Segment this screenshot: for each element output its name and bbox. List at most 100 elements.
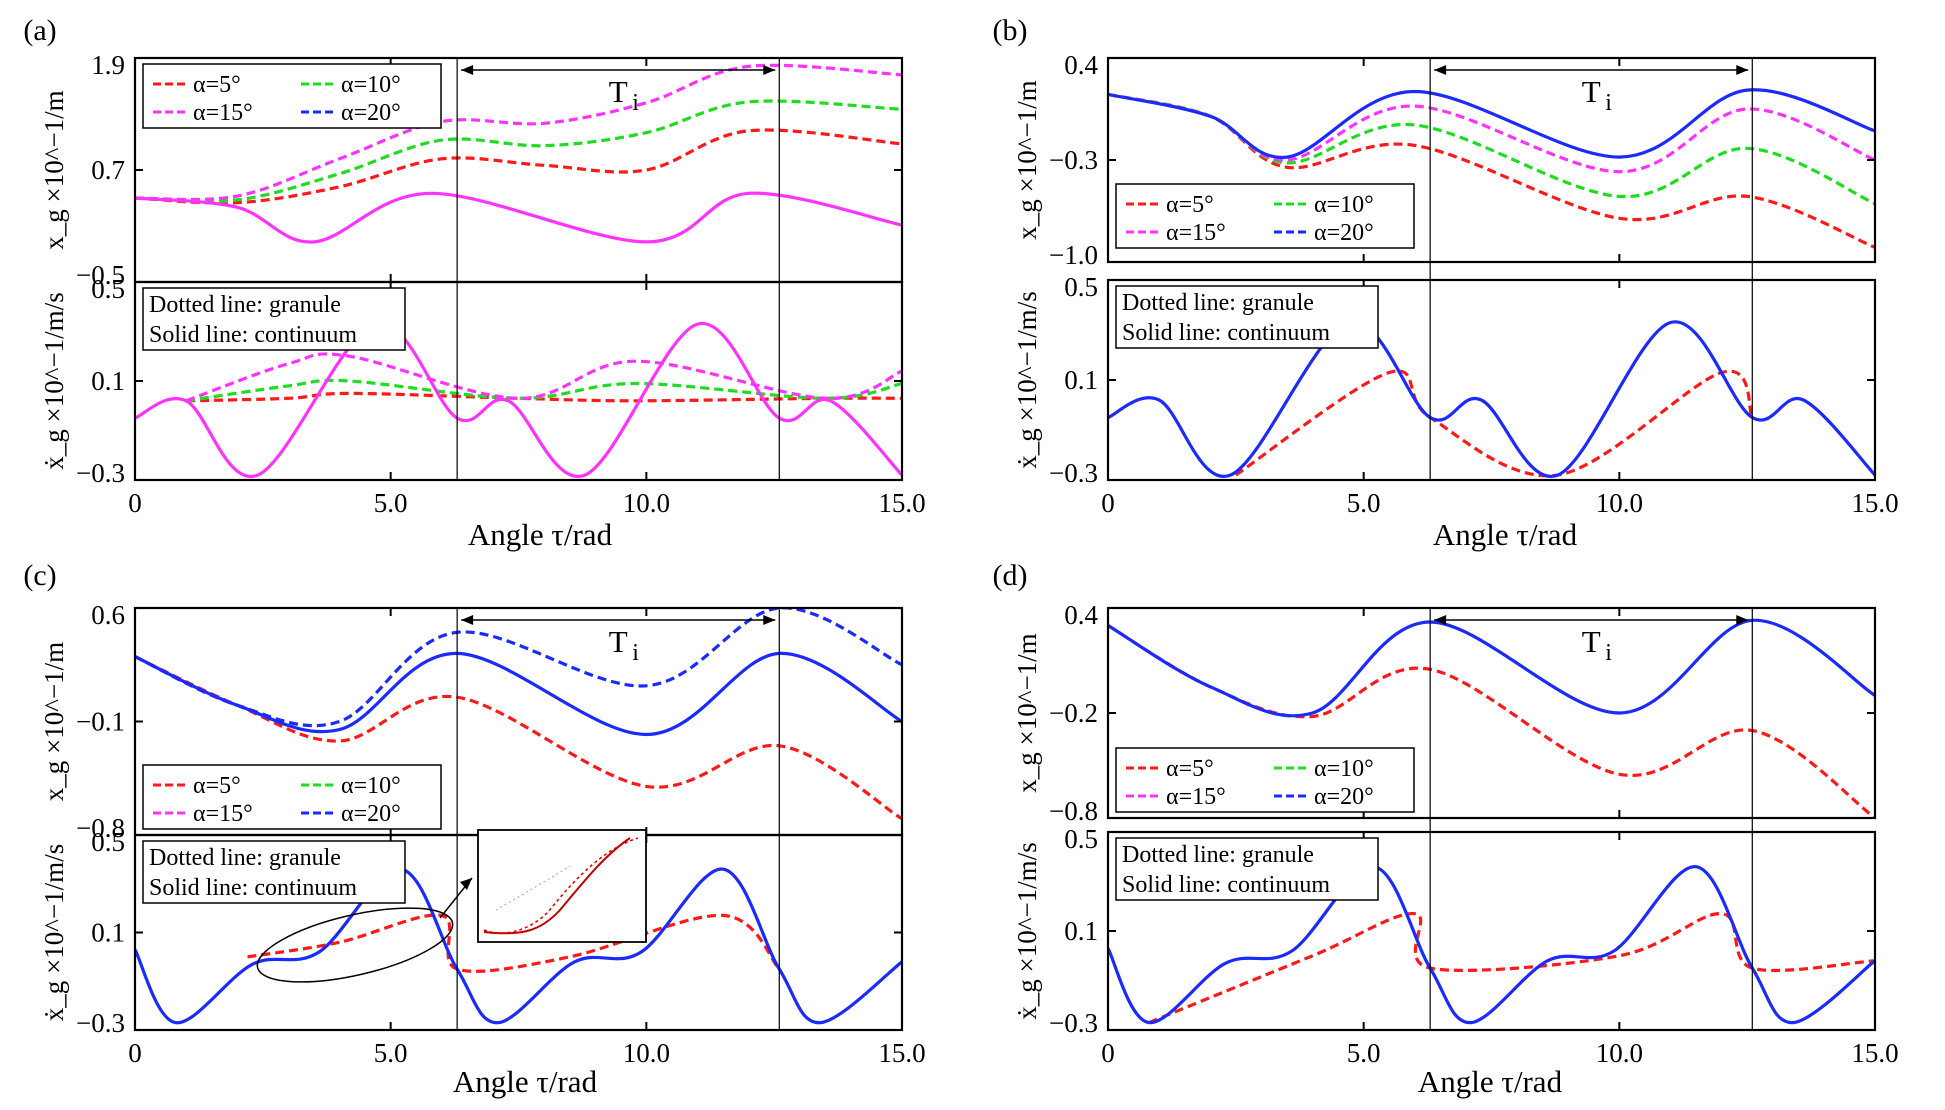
legend-box bbox=[142, 63, 442, 129]
y-tick-label: −0.3 bbox=[76, 1008, 125, 1038]
note-dotted: Dotted line: granule bbox=[1122, 842, 1314, 868]
series-line-0 bbox=[247, 913, 781, 973]
arrow-head-right bbox=[763, 65, 776, 75]
series-group bbox=[135, 63, 902, 244]
series-line-1 bbox=[135, 867, 902, 1025]
series-line-3 bbox=[1108, 88, 1875, 159]
period-subscript: i bbox=[1605, 640, 1612, 666]
legend-label: α=5° bbox=[1166, 756, 1214, 782]
x-tick-label: 5.0 bbox=[1347, 488, 1381, 518]
y-tick-label: −0.3 bbox=[1049, 145, 1098, 175]
y-tick-label: −0.3 bbox=[1049, 1008, 1098, 1038]
panel-label: (b) bbox=[993, 14, 1028, 47]
x-tick-label: 15.0 bbox=[878, 1038, 925, 1068]
zoom-pointer-head bbox=[460, 878, 472, 890]
legend-label: α=5° bbox=[1166, 192, 1214, 218]
legend-label: α=15° bbox=[1166, 784, 1226, 810]
period-label: T bbox=[609, 624, 628, 659]
series-group bbox=[1108, 320, 1875, 478]
x-tick-label: 5.0 bbox=[1347, 1038, 1381, 1068]
y-tick-label: 0.7 bbox=[91, 155, 125, 185]
panel-label: (a) bbox=[23, 14, 56, 47]
legend-label: α=5° bbox=[193, 72, 241, 98]
legend-label: α=10° bbox=[1314, 192, 1374, 218]
panel-b: (b) 0.4 −0.3 −1.0x_g ×10^−1/m α=5° α=10° α=15°… bbox=[993, 14, 1899, 552]
top-axes: 0.6 −0.1 −0.8x_g ×10^−1/m α=5° α=10° α=15° α=2… bbox=[39, 600, 904, 843]
legend-label: α=10° bbox=[341, 773, 401, 799]
legend: α=5° α=10° α=15° α=20° bbox=[142, 63, 442, 129]
y-tick-label: 0.5 bbox=[91, 827, 125, 857]
top-ylabel: x_g ×10^−1/m bbox=[1012, 80, 1042, 239]
series-line-0 bbox=[1108, 92, 1875, 249]
x-tick-label: 5.0 bbox=[374, 1038, 408, 1068]
arrow-head-left bbox=[461, 65, 474, 75]
arrow-head-left bbox=[461, 615, 474, 625]
legend-label: α=20° bbox=[1314, 784, 1374, 810]
x-tick-label: 15.0 bbox=[1851, 488, 1898, 518]
legend-label: α=5° bbox=[193, 773, 241, 799]
legend-label: α=20° bbox=[341, 801, 401, 827]
series-line-1 bbox=[135, 608, 902, 728]
line-style-note: Dotted line: granule Solid line: continuu… bbox=[142, 287, 406, 351]
x-axis-label: Angle τ/rad bbox=[1418, 1064, 1563, 1099]
y-tick-label: −0.5 bbox=[76, 260, 125, 290]
note-solid: Solid line: continuum bbox=[1122, 320, 1330, 346]
y-tick-label: 0.1 bbox=[91, 918, 125, 948]
legend-box bbox=[142, 764, 442, 830]
legend-label: α=15° bbox=[193, 100, 253, 126]
legend-label: α=10° bbox=[341, 72, 401, 98]
bottom-ylabel: ẋ_g ×10^−1/m/s bbox=[1012, 291, 1042, 468]
legend: α=5° α=10° α=15° α=20° bbox=[1115, 183, 1415, 249]
bottom-axes: −0.3 0.1 0.5 ẋ_g ×10^−1/m/s Dotted line: gra… bbox=[1012, 824, 1877, 1038]
note-dotted: Dotted line: granule bbox=[1122, 290, 1314, 316]
panel-d: (d) 0.4 −0.2 −0.8x_g ×10^−1/m α=5° α=10° α=15°… bbox=[993, 559, 1899, 1099]
bottom-axes: −0.3 0.1 0.5 ẋ_g ×10^−1/m/s Dotted line: gra… bbox=[1012, 272, 1877, 488]
x-tick-label: 10.0 bbox=[623, 1038, 670, 1068]
x-tick-label: 0 bbox=[1101, 1038, 1115, 1068]
legend-box bbox=[1115, 183, 1415, 249]
x-tick-label: 10.0 bbox=[1596, 1038, 1643, 1068]
legend-box bbox=[1115, 747, 1415, 813]
top-ylabel: x_g ×10^−1/m bbox=[39, 90, 69, 249]
panel-label: (c) bbox=[23, 559, 56, 592]
legend-label: α=15° bbox=[1166, 220, 1226, 246]
y-tick-label: 0.1 bbox=[1064, 365, 1098, 395]
note-box bbox=[142, 287, 406, 351]
arrow-head-left bbox=[1434, 615, 1447, 625]
series-line-1 bbox=[1108, 92, 1875, 206]
period-subscript: i bbox=[1605, 90, 1612, 116]
period-label: T bbox=[1582, 624, 1601, 659]
y-tick-label: −0.8 bbox=[76, 813, 125, 843]
note-dotted: Dotted line: granule bbox=[149, 292, 341, 318]
x-tick-label: 0 bbox=[128, 488, 142, 518]
legend-label: α=20° bbox=[1314, 220, 1374, 246]
y-tick-label: 0.5 bbox=[1064, 824, 1098, 854]
arrow-head-right bbox=[1736, 65, 1749, 75]
series-line-2 bbox=[185, 352, 902, 403]
series-line-3 bbox=[135, 191, 902, 244]
note-box bbox=[142, 840, 406, 904]
series-line-0 bbox=[1234, 369, 1754, 478]
arrow-head-right bbox=[763, 615, 776, 625]
series-line-0 bbox=[135, 128, 902, 205]
x-axis-label: Angle τ/rad bbox=[1433, 517, 1578, 552]
bottom-axes: −0.3 0.1 0.5 ẋ_g ×10^−1/m/s Dotted line: gra… bbox=[39, 274, 904, 488]
period-label: T bbox=[1582, 74, 1601, 109]
series-line-1 bbox=[135, 99, 902, 203]
y-tick-label: 0.5 bbox=[91, 274, 125, 304]
series-line-2 bbox=[135, 63, 902, 202]
series-line-2 bbox=[135, 651, 902, 737]
x-tick-label: 0 bbox=[128, 1038, 142, 1068]
period-subscript: i bbox=[632, 640, 639, 666]
series-group bbox=[135, 322, 902, 479]
legend-label: α=10° bbox=[1314, 756, 1374, 782]
note-solid: Solid line: continuum bbox=[1122, 872, 1330, 898]
note-dotted: Dotted line: granule bbox=[149, 845, 341, 871]
line-style-note: Dotted line: granule Solid line: continuu… bbox=[142, 840, 406, 904]
panel-c: (c) 0.6 −0.1 −0.8x_g ×10^−1/m α=5° α=10° α=15°… bbox=[23, 559, 925, 1099]
bottom-ylabel: ẋ_g ×10^−1/m/s bbox=[39, 292, 69, 469]
